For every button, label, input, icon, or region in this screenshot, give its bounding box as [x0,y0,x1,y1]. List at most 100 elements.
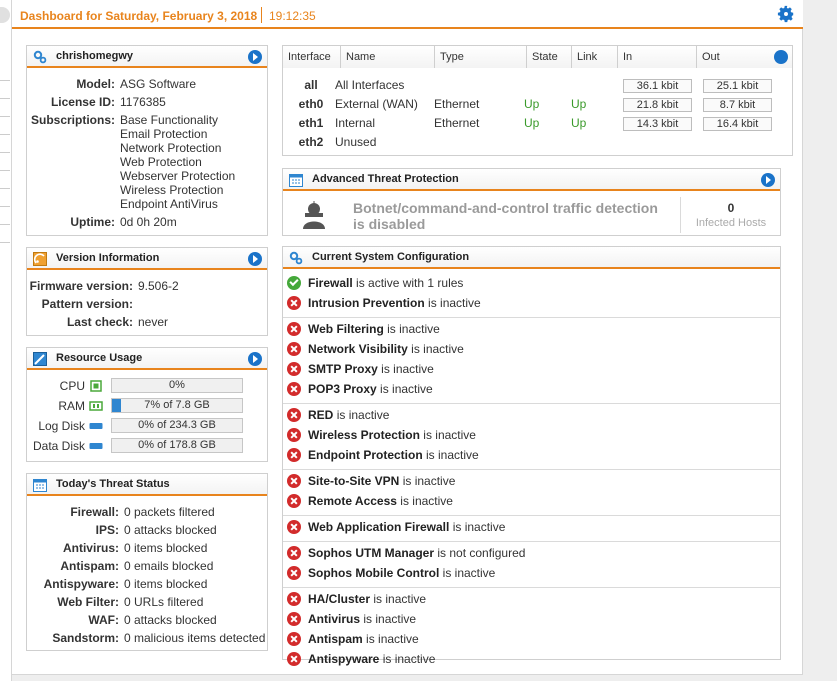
last-check-value: never [138,315,169,329]
config-item-status: is inactive [442,566,496,580]
status-error-icon [287,474,301,488]
calendar-icon [33,479,47,492]
resource-label: RAM [58,399,85,413]
license-label: License ID: [50,95,115,109]
interface-link: Up [571,97,587,111]
interface-name: Internal [335,116,376,130]
status-error-icon [287,632,301,646]
gear-icon[interactable] [777,5,795,23]
config-item-status: is inactive [380,382,433,396]
version-details-button[interactable] [248,252,262,266]
interface-type: Ethernet [434,116,480,130]
resource-details-button[interactable] [248,352,262,366]
config-group-divider [283,541,780,542]
threat-label: WAF: [88,613,119,627]
config-item-name[interactable]: RED [308,408,334,422]
status-error-icon [287,448,301,462]
interface-id: eth1 [298,116,324,130]
config-group-divider [283,515,780,516]
threat-label: Antispyware: [43,577,119,591]
config-item-status: is not configured [437,546,526,560]
config-item-name[interactable]: Remote Access [308,494,397,508]
threat-value: 0 attacks blocked [124,613,217,627]
subscriptions-label: Subscriptions: [30,113,115,127]
column-header-link[interactable]: Link [572,46,618,68]
config-item-name[interactable]: Sophos Mobile Control [308,566,440,580]
resource-value: 0% [169,379,185,391]
config-item-status: is inactive [423,428,476,442]
subscription-item: Endpoint AntiVirus [120,197,218,211]
column-header-name[interactable]: Name [341,46,435,68]
nav-divider [0,116,10,117]
threat-value: 0 attacks blocked [124,523,217,537]
config-item-status: is inactive [452,520,506,534]
subscription-item: Base Functionality [120,113,219,127]
header-divider [261,7,262,23]
config-item-text: Web Application Firewall is inactive [308,519,505,535]
config-item-name[interactable]: Site-to-Site VPN [308,474,400,488]
uptime-label: Uptime: [70,215,115,229]
nav-divider [0,188,10,189]
config-item-text: Firewall is active with 1 rules [308,275,463,291]
threat-label: IPS: [95,523,119,537]
threat-value: 0 emails blocked [124,559,214,573]
config-item-status: is inactive [387,322,440,336]
infected-hosts-label: Infected Hosts [695,217,767,229]
status-error-icon [287,428,301,442]
interface-state: Up [524,116,540,130]
column-header-out[interactable]: Out [697,46,792,68]
config-item-name[interactable]: Antispyware [308,652,380,666]
column-header-state[interactable]: State [527,46,572,68]
config-item-text: POP3 Proxy is inactive [308,381,433,397]
config-item-name[interactable]: HA/Cluster [308,592,371,606]
uptime-value: 0d 0h 20m [120,215,177,229]
config-item-name[interactable]: POP3 Proxy [308,382,377,396]
threat-label: Firewall: [70,505,119,519]
interface-name: External (WAN) [335,97,418,111]
config-item-name[interactable]: SMTP Proxy [308,362,378,376]
atp-details-button[interactable] [761,173,775,187]
threat-label: Web Filter: [57,595,119,609]
config-item-name[interactable]: Sophos UTM Manager [308,546,435,560]
config-item-name[interactable]: Wireless Protection [308,428,420,442]
column-header-type[interactable]: Type [435,46,527,68]
resource-list: CPU 0% RAM 7% of 7.8 GB Log Disk 0% of 2… [27,377,267,461]
left-navigation-strip[interactable] [0,0,12,681]
config-item-text: Site-to-Site VPN is inactive [308,473,455,489]
config-item-name[interactable]: Firewall [308,276,353,290]
config-item-text: Web Filtering is inactive [308,321,440,337]
config-list: Firewall is active with 1 rules Intrusion… [283,271,780,666]
config-item-name[interactable]: Antivirus [308,612,361,626]
config-group-divider [283,317,780,318]
interface-name: All Interfaces [335,78,405,92]
config-item-name[interactable]: Intrusion Prevention [308,296,425,310]
config-item-name[interactable]: Endpoint Protection [308,448,423,462]
interfaces-details-button[interactable] [774,50,788,64]
config-item-status: is inactive [402,474,456,488]
config-item-name[interactable]: Network Visibility [308,342,408,356]
ram-module-icon [89,401,103,411]
resource-title: Resource Usage [56,352,143,364]
status-error-icon [287,322,301,336]
config-item-name[interactable]: Web Application Firewall [308,520,450,534]
config-item-name[interactable]: Web Filtering [308,322,384,336]
interfaces-panel: Interface Name Type State Link In Out al… [282,45,793,156]
gears-icon [289,251,303,265]
log-disk-usage-bar: 0% of 234.3 GB [111,418,243,433]
atp-status-message: Botnet/command-and-control traffic detec… [353,200,658,232]
config-item-status: is inactive [363,612,417,626]
config-item-name[interactable]: Antispam [308,632,363,646]
config-item-status: is inactive [426,448,479,462]
column-header-in[interactable]: In [618,46,697,68]
resource-label: Data Disk [32,439,85,453]
hostname-title: chrishomegwy [56,50,134,62]
system-details-button[interactable] [248,50,262,64]
column-header-interface[interactable]: Interface [283,46,341,68]
traffic-in: 21.8 kbit [623,98,692,112]
config-item-text: RED is inactive [308,407,389,423]
threat-value: 0 items blocked [124,577,208,591]
config-item-text: Antivirus is inactive [308,611,416,627]
botnet-user-icon [303,201,325,229]
sidebar-toggle[interactable] [0,7,10,23]
